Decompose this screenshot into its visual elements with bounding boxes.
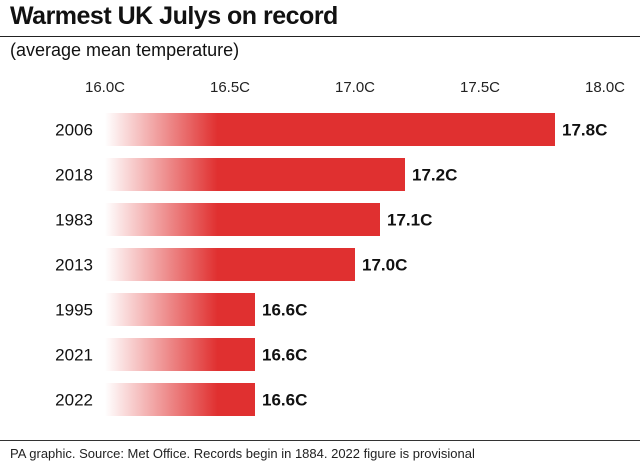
category-label: 1995 [55,301,93,320]
category-label: 2006 [55,121,93,140]
bar [105,203,380,236]
bar-chart: 16.0C 16.5C 17.0C 17.5C 18.0C 20062018198320… [55,79,625,416]
bar [105,293,255,326]
x-tick-label: 18.0C [585,79,625,96]
value-label: 17.1C [387,211,432,230]
value-label: 16.6C [262,346,307,365]
title-rule [0,36,640,37]
x-tick-label: 16.0C [85,79,125,96]
category-labels: 2006 2018 1983 2013 1995 2021 2022 [55,121,93,410]
category-label: 1983 [55,211,93,230]
bar [105,338,255,371]
value-label: 17.8C [562,121,607,140]
bar [105,158,405,191]
x-tick-label: 17.0C [335,79,375,96]
x-tick-label: 16.5C [210,79,250,96]
x-tick-label: 17.5C [460,79,500,96]
value-label: 16.6C [262,391,307,410]
x-axis-ticks: 16.0C 16.5C 17.0C 17.5C 18.0C [85,79,625,96]
value-labels: 17.8C 17.2C 17.1C 17.0C 16.6C 16.6C 16.6C [262,121,607,410]
value-label: 17.2C [412,166,457,185]
bar [105,248,355,281]
source-footer: PA graphic. Source: Met Office. Records … [10,446,475,461]
bars-group [105,113,555,416]
category-label: 2013 [55,256,93,275]
chart-title: Warmest UK Julys on record [10,2,338,30]
chart-subtitle: (average mean temperature) [10,40,240,60]
bar [105,113,555,146]
footer-rule [0,440,640,441]
category-label: 2022 [55,391,93,410]
category-label: 2018 [55,166,93,185]
bar [105,383,255,416]
category-label: 2021 [55,346,93,365]
value-label: 16.6C [262,301,307,320]
value-label: 17.0C [362,256,407,275]
